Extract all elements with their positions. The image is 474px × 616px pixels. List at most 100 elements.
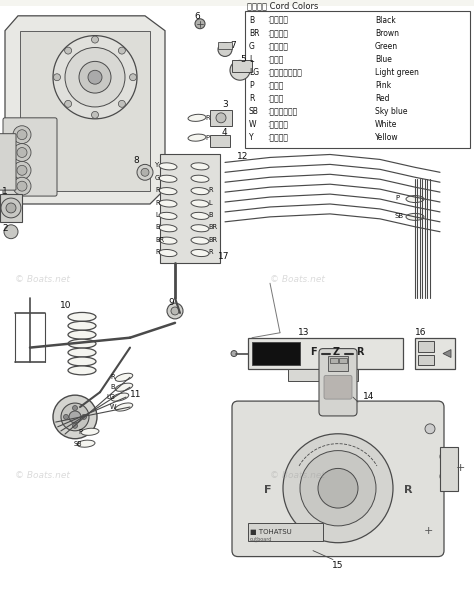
Text: BR: BR xyxy=(249,29,259,38)
Circle shape xyxy=(118,47,125,54)
Ellipse shape xyxy=(115,373,133,381)
Circle shape xyxy=(73,405,78,410)
Text: 14: 14 xyxy=(363,392,374,401)
Bar xyxy=(20,31,150,191)
Text: P: P xyxy=(205,135,209,140)
Bar xyxy=(415,338,455,370)
Circle shape xyxy=(64,415,69,419)
FancyBboxPatch shape xyxy=(232,401,444,557)
Text: © Boats.net: © Boats.net xyxy=(15,275,70,285)
Circle shape xyxy=(216,113,226,123)
Text: Blue: Blue xyxy=(375,55,392,64)
Text: コード色 Cord Colors: コード色 Cord Colors xyxy=(247,1,319,10)
FancyBboxPatch shape xyxy=(324,375,352,399)
Circle shape xyxy=(17,130,27,140)
Text: LG: LG xyxy=(249,68,259,77)
Circle shape xyxy=(17,181,27,191)
Text: Black: Black xyxy=(375,16,396,25)
Circle shape xyxy=(440,471,452,482)
Ellipse shape xyxy=(81,428,99,436)
Bar xyxy=(339,357,347,363)
Ellipse shape xyxy=(191,249,209,256)
Text: P: P xyxy=(395,195,399,201)
Text: Y: Y xyxy=(249,134,254,142)
Circle shape xyxy=(118,100,125,107)
Ellipse shape xyxy=(68,357,96,366)
Text: ■ TOHATSU: ■ TOHATSU xyxy=(250,529,292,535)
Text: P: P xyxy=(78,429,82,435)
Circle shape xyxy=(129,74,137,81)
Text: SB: SB xyxy=(74,440,82,447)
Circle shape xyxy=(91,36,99,43)
Bar xyxy=(0,194,22,222)
Text: R: R xyxy=(404,485,412,495)
Text: Brown: Brown xyxy=(375,29,399,38)
FancyBboxPatch shape xyxy=(3,118,57,196)
Text: 1: 1 xyxy=(2,187,8,196)
Circle shape xyxy=(54,74,61,81)
Circle shape xyxy=(65,47,125,107)
Ellipse shape xyxy=(159,213,177,219)
Circle shape xyxy=(91,111,99,118)
Circle shape xyxy=(318,468,358,508)
Text: 11: 11 xyxy=(130,390,142,399)
Text: R: R xyxy=(155,200,160,206)
Text: B: B xyxy=(208,212,212,218)
Text: SB: SB xyxy=(395,213,404,219)
Ellipse shape xyxy=(191,213,209,219)
Text: +: + xyxy=(423,526,433,536)
Ellipse shape xyxy=(68,366,96,375)
Text: :グリーン: :グリーン xyxy=(267,42,288,51)
Circle shape xyxy=(13,126,31,144)
Text: R: R xyxy=(208,249,213,255)
Circle shape xyxy=(53,36,137,119)
Text: L: L xyxy=(208,200,211,206)
Ellipse shape xyxy=(159,175,177,182)
Circle shape xyxy=(64,47,72,54)
Text: © Boats.net: © Boats.net xyxy=(270,275,325,285)
Text: W: W xyxy=(110,404,117,410)
Text: © Boats.net: © Boats.net xyxy=(270,471,325,480)
Text: :ブラック: :ブラック xyxy=(267,16,288,25)
Circle shape xyxy=(69,411,81,423)
Text: BR: BR xyxy=(208,224,217,230)
Ellipse shape xyxy=(159,249,177,256)
Text: SB: SB xyxy=(249,107,259,116)
Bar xyxy=(210,110,232,126)
Bar xyxy=(218,41,232,49)
Text: 9: 9 xyxy=(168,298,174,307)
Circle shape xyxy=(13,177,31,195)
Ellipse shape xyxy=(191,225,209,232)
Text: G: G xyxy=(155,175,160,180)
Ellipse shape xyxy=(191,200,209,207)
Circle shape xyxy=(53,395,97,439)
Ellipse shape xyxy=(68,339,96,348)
Bar xyxy=(160,155,220,264)
Bar xyxy=(248,523,323,541)
Text: L: L xyxy=(155,212,159,218)
Ellipse shape xyxy=(188,115,206,121)
Text: R: R xyxy=(208,187,213,193)
Text: L: L xyxy=(249,55,253,64)
Ellipse shape xyxy=(191,188,209,195)
Text: :ブラウン: :ブラウン xyxy=(267,29,288,38)
Polygon shape xyxy=(443,350,451,357)
Text: P: P xyxy=(249,81,254,90)
Text: 7: 7 xyxy=(230,41,236,49)
Circle shape xyxy=(167,303,183,319)
Ellipse shape xyxy=(159,237,177,244)
Circle shape xyxy=(250,530,262,541)
Text: :スカイブルー: :スカイブルー xyxy=(267,107,297,116)
Text: 12: 12 xyxy=(237,153,248,161)
Text: R: R xyxy=(155,249,160,255)
FancyBboxPatch shape xyxy=(0,134,16,190)
Circle shape xyxy=(1,198,21,218)
Text: B: B xyxy=(249,16,254,25)
Circle shape xyxy=(13,144,31,161)
Circle shape xyxy=(283,434,393,543)
Text: R: R xyxy=(155,187,160,193)
Ellipse shape xyxy=(159,163,177,170)
Text: 6: 6 xyxy=(194,12,200,21)
Text: 5: 5 xyxy=(240,55,246,65)
Text: W: W xyxy=(249,120,256,129)
